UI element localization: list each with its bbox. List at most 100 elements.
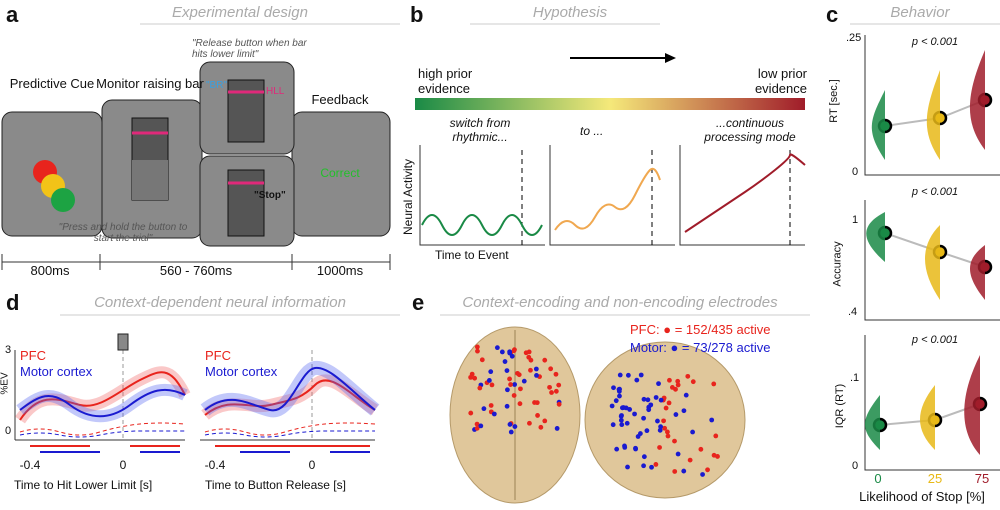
- electrode: [477, 385, 483, 391]
- electrode: [499, 349, 505, 355]
- electrode: [715, 454, 720, 459]
- event-lines: [521, 150, 791, 245]
- electrode: [646, 407, 652, 413]
- bar-frame: [227, 79, 265, 143]
- electrode: [489, 382, 495, 388]
- electrode: [700, 472, 705, 477]
- legend-pfc: PFC: [20, 348, 46, 363]
- panel-letter: d: [6, 290, 20, 315]
- electrode: [675, 382, 681, 388]
- title-rules: [60, 23, 1000, 316]
- screen-label: Feedback: [311, 92, 369, 107]
- electrode: [641, 415, 646, 421]
- electrode: [633, 445, 638, 451]
- y-label: RT [sec.]: [827, 79, 840, 123]
- panel-letter: c: [826, 2, 839, 27]
- electrode: [624, 420, 630, 426]
- y-label: IQR (RT): [834, 383, 847, 429]
- p-value: p < 0.001: [911, 334, 959, 346]
- p-value: p < 0.001: [911, 36, 959, 48]
- electrode: [662, 425, 668, 431]
- electrode: [553, 388, 559, 394]
- electrode: [504, 403, 510, 409]
- electrode: [623, 405, 629, 411]
- x-tick-label: -0.4: [19, 458, 41, 472]
- y-tick-label: 1: [852, 214, 859, 226]
- electrode: [488, 403, 494, 408]
- electrode: [673, 412, 679, 417]
- electrode: [619, 422, 625, 428]
- electrode: [675, 451, 681, 457]
- timeline-label: 560 - 760ms: [159, 263, 233, 278]
- electrode: [474, 425, 480, 431]
- electrode: [556, 401, 562, 407]
- electrode: [549, 390, 554, 395]
- panel-title: Context-encoding and non-encoding electr…: [462, 294, 778, 311]
- electrode: [528, 367, 533, 373]
- electrode: [625, 464, 630, 470]
- electrode: [475, 348, 480, 354]
- low-label: low prior evidence: [754, 66, 807, 96]
- electrode: [687, 457, 693, 463]
- electrode: [644, 428, 650, 434]
- electrode: [638, 372, 644, 378]
- electrode: [698, 446, 704, 452]
- electrode: [512, 424, 518, 429]
- electrode: [641, 463, 646, 469]
- bar-frame: [227, 169, 265, 237]
- x-label: Time to Button Release [s]: [205, 478, 346, 492]
- electrode: [705, 467, 710, 473]
- electrode: [502, 359, 508, 364]
- br-label: "BR": [206, 80, 227, 91]
- electrode: [611, 385, 616, 391]
- electrode: [657, 427, 663, 433]
- legend-motor: Motor cortex: [205, 364, 278, 379]
- electrode: [548, 366, 554, 372]
- high-label: high prior evidence: [418, 66, 473, 96]
- electrode: [658, 397, 664, 403]
- x-label: Likelihood of Stop [%]: [859, 489, 985, 504]
- p-value: p < 0.001: [911, 186, 959, 198]
- mode-axes: [419, 145, 805, 246]
- y-tick-label: .4: [848, 306, 858, 318]
- electrode: [468, 374, 474, 380]
- electrode: [515, 370, 520, 376]
- electrode: [685, 373, 691, 379]
- panel-title: Experimental design: [172, 4, 308, 21]
- electrode: [665, 433, 671, 439]
- electrode: [653, 462, 659, 467]
- electrode: [494, 345, 500, 351]
- electrode: [634, 377, 640, 383]
- y-tick-label: 0: [5, 425, 12, 437]
- feedback-label: Correct: [320, 166, 360, 180]
- y-label: Neural Activity: [401, 158, 416, 236]
- electrode: [521, 378, 527, 384]
- electrode: [505, 387, 510, 393]
- electrode: [649, 464, 654, 470]
- electrode: [533, 366, 539, 372]
- electrode: [713, 433, 719, 439]
- y-tick-label: 0: [852, 166, 859, 178]
- electrode: [534, 373, 539, 378]
- electrode: [625, 372, 631, 378]
- electrode: [648, 402, 654, 408]
- trace-rhythmic: [421, 214, 543, 236]
- trace-continuous: [684, 153, 806, 233]
- electrode: [507, 376, 512, 382]
- y-tick-label: .25: [846, 32, 862, 44]
- cue-green: [51, 188, 75, 212]
- electrode: [481, 406, 487, 412]
- mode-label: ...continuous processing mode: [704, 116, 796, 144]
- panel-letter: a: [6, 2, 19, 27]
- electrode: [504, 368, 510, 373]
- bar: [132, 160, 168, 200]
- electrode: [619, 405, 625, 411]
- mode-label: to ...: [580, 124, 604, 138]
- y-tick-label: 3: [5, 344, 12, 356]
- electrode: [491, 411, 497, 417]
- electrode: [542, 418, 548, 424]
- electrode: [553, 371, 559, 377]
- electrode: [535, 413, 540, 418]
- electrode: [641, 454, 647, 460]
- electrode: [683, 392, 689, 398]
